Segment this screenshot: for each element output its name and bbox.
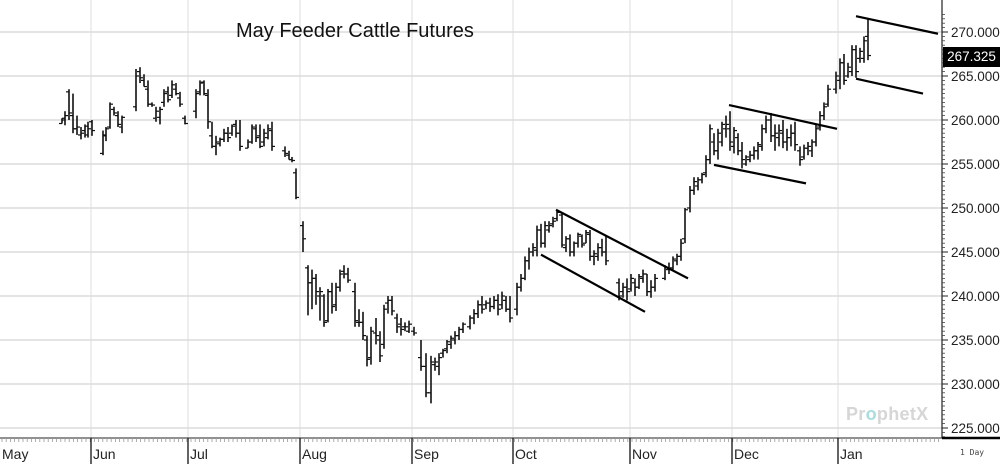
interval-label[interactable]: 1 Day [960, 448, 985, 457]
x-tick-label: Sep [414, 446, 439, 462]
x-tick-label: Oct [515, 446, 537, 462]
y-tick-label: 230.000 [951, 377, 1000, 392]
y-tick-label: 235.000 [951, 333, 1000, 348]
y-tick-label: 245.000 [951, 245, 1000, 260]
x-tick-label: May [2, 446, 28, 462]
x-tick-label: Jun [93, 446, 116, 462]
x-tick-label: Nov [632, 446, 657, 462]
last-price-badge: 267.325 [943, 47, 1000, 67]
y-tick-label: 255.000 [951, 157, 1000, 172]
y-tick-label: 265.000 [951, 69, 1000, 84]
oct-channel-upper-trendline [555, 208, 689, 280]
x-tick-label: Aug [302, 446, 327, 462]
y-tick-label: 225.000 [951, 421, 1000, 436]
x-tick-label: Jul [190, 446, 208, 462]
gridlines [0, 0, 942, 438]
dec-flag-upper-trendline [728, 103, 838, 130]
oct-channel-lower-trendline [540, 253, 646, 313]
prophetx-logo: ProphetX [846, 404, 929, 424]
trendlines [540, 15, 939, 313]
x-tick-label: Jan [840, 446, 863, 462]
jan-flag-lower-trendline [855, 77, 924, 95]
y-tick-label: 240.000 [951, 289, 1000, 304]
chart-title: May Feeder Cattle Futures [236, 20, 474, 42]
jan-flag-upper-trendline [855, 15, 939, 35]
ohlc-bars [59, 18, 871, 404]
dec-flag-lower-trendline [713, 163, 807, 185]
y-tick-label: 250.000 [951, 201, 1000, 216]
y-tick-label: 270.000 [951, 25, 1000, 40]
y-tick-label: 260.000 [951, 113, 1000, 128]
x-tick-label: Dec [734, 446, 759, 462]
